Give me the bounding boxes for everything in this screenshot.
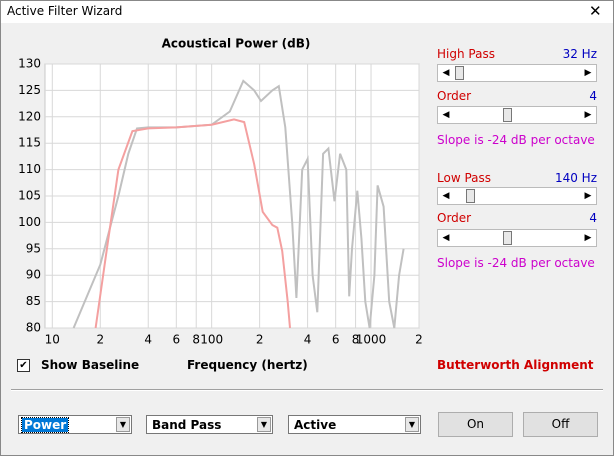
high-pass-value: 32 Hz (562, 47, 597, 61)
low-pass-label: Low Pass (437, 171, 491, 185)
high-pass-label: High Pass (437, 47, 495, 61)
low-pass-order-slider[interactable]: ◀ ▶ (437, 229, 597, 247)
x-tick-label: 2 (96, 333, 104, 347)
low-pass-slope: Slope is -24 dB per octave (437, 256, 595, 270)
x-tick-label: 10 (45, 333, 60, 347)
on-button[interactable]: On (438, 412, 513, 437)
separator (11, 389, 603, 391)
low-pass-slider[interactable]: ◀ ▶ (437, 187, 597, 205)
y-tick-label: 125 (18, 83, 41, 97)
window-title: Active Filter Wizard (7, 4, 123, 18)
dropdown[interactable]: Active ▼ (288, 415, 421, 434)
alignment-label: Butterworth Alignment (437, 358, 594, 372)
chart-title: Acoustical Power (dB) (162, 37, 311, 51)
high-pass-slope: Slope is -24 dB per octave (437, 133, 595, 147)
checkbox[interactable]: ✔ (17, 359, 30, 372)
x-tick-label: 6 (332, 333, 340, 347)
chart: Acoustical Power (dB) 80 85 90 95 100 105 110 1… (18, 37, 423, 347)
x-tick-label: 4 (304, 333, 312, 347)
high-pass-slider[interactable]: ◀ ▶ (437, 64, 597, 82)
low-pass-value: 140 Hz (554, 171, 597, 185)
y-tick-label: 130 (18, 57, 41, 71)
x-tick-label: 8 (192, 333, 200, 347)
y-tick-label: 90 (26, 268, 41, 282)
low-pass-order-label: Order (437, 211, 472, 225)
x-tick-label: 8 (352, 333, 360, 347)
low-pass-order-value: 4 (589, 211, 597, 225)
data-line (94, 118, 291, 329)
x-tick-label: 6 (172, 333, 180, 347)
x-axis-label: Frequency (hertz) (187, 358, 308, 372)
x-tick-label: 2 (256, 333, 264, 347)
y-tick-label: 110 (18, 162, 41, 176)
x-tick-label: 100 (200, 333, 223, 347)
y-tick-label: 95 (26, 241, 41, 255)
y-tick-label: 80 (26, 321, 41, 335)
y-tick-label: 100 (18, 215, 41, 229)
x-tick-label: 1000 (356, 333, 387, 347)
high-pass-order-slider[interactable]: ◀ ▶ (437, 106, 597, 124)
x-tick-label: 4 (144, 333, 152, 347)
show-baseline-label[interactable]: Show Baseline (41, 358, 140, 372)
y-tick-label: 85 (26, 294, 41, 308)
close-button[interactable]: ✕ (589, 2, 602, 20)
y-tick-label: 105 (18, 189, 41, 203)
dropdown-text: Band Pass (152, 418, 222, 432)
dropdown[interactable]: Band Pass ▼ (146, 415, 273, 434)
dropdown-text: Power (20, 417, 70, 433)
high-pass-order-value: 4 (589, 89, 597, 103)
title-bar: Active Filter Wizard ✕ (1, 1, 613, 23)
off-button[interactable]: Off (523, 412, 598, 437)
high-pass-order-label: Order (437, 89, 472, 103)
y-tick-label: 120 (18, 109, 41, 123)
dropdown[interactable]: Power ▼ (18, 415, 132, 434)
x-tick-label: 2 (415, 333, 423, 347)
y-tick-label: 115 (18, 136, 41, 150)
dropdown-text: Active (294, 418, 337, 432)
